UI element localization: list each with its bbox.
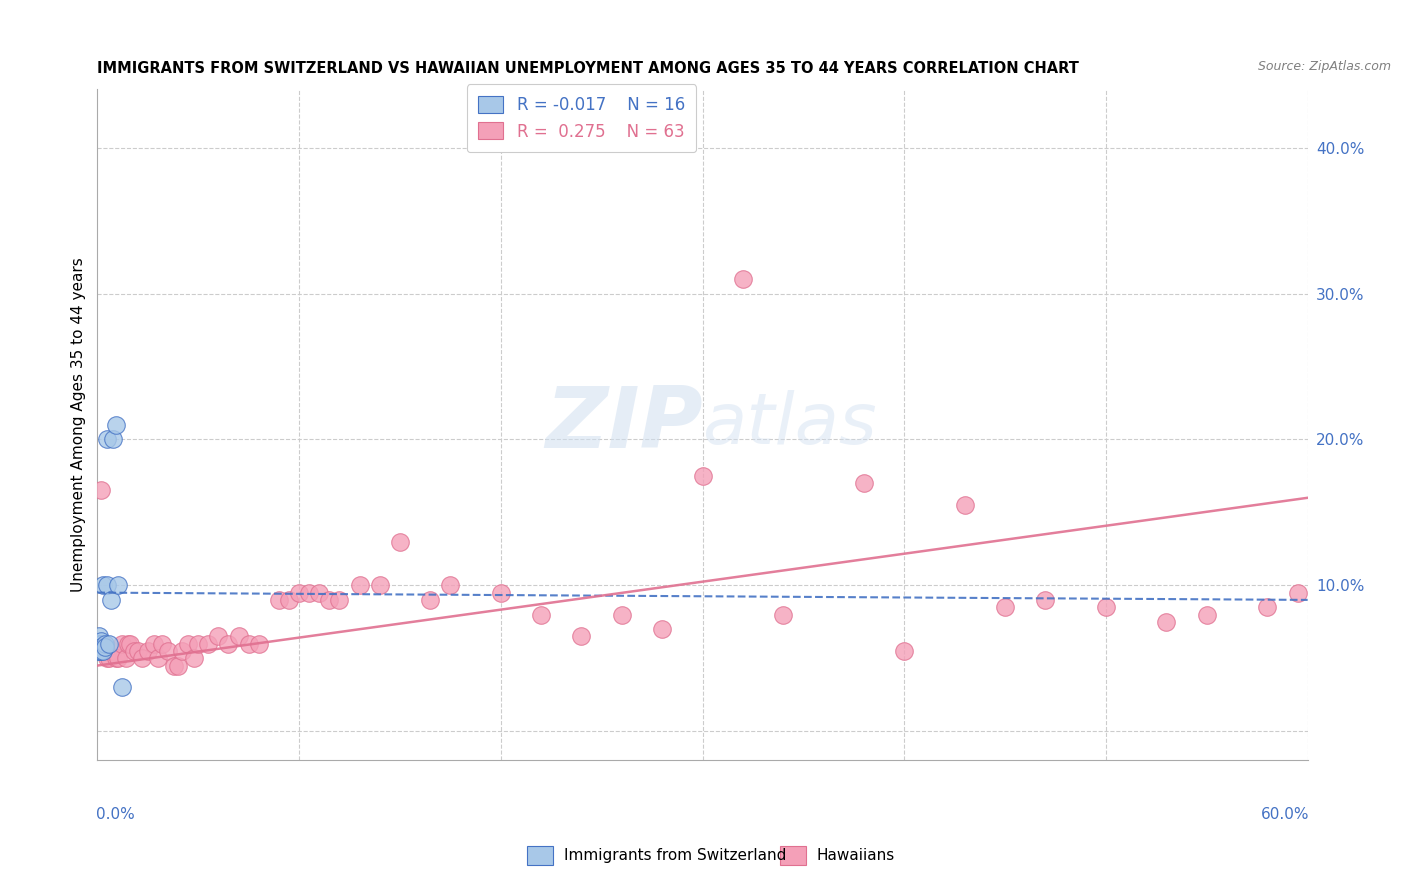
Point	[114, 651, 136, 665]
Text: IMMIGRANTS FROM SWITZERLAND VS HAWAIIAN UNEMPLOYMENT AMONG AGES 35 TO 44 YEARS C: IMMIGRANTS FROM SWITZERLAND VS HAWAIIAN …	[97, 61, 1080, 76]
Point	[731, 272, 754, 286]
Text: Immigrants from Switzerland: Immigrants from Switzerland	[564, 848, 786, 863]
Point	[953, 498, 976, 512]
Point	[692, 469, 714, 483]
Point	[90, 644, 112, 658]
Point	[651, 622, 673, 636]
Point	[90, 637, 112, 651]
Point	[89, 637, 111, 651]
Text: 0.0%: 0.0%	[96, 807, 135, 822]
Point	[893, 644, 915, 658]
Point	[89, 637, 111, 651]
Point	[298, 585, 321, 599]
Point	[288, 585, 311, 599]
Text: Source: ZipAtlas.com: Source: ZipAtlas.com	[1258, 60, 1391, 72]
Point	[89, 644, 111, 658]
Point	[104, 417, 127, 432]
Y-axis label: Unemployment Among Ages 35 to 44 years: Unemployment Among Ages 35 to 44 years	[72, 258, 86, 592]
Point	[117, 637, 139, 651]
Point	[146, 651, 169, 665]
Point	[93, 644, 115, 658]
Point	[110, 681, 132, 695]
Bar	[780, 846, 806, 865]
Point	[96, 578, 118, 592]
Point	[571, 629, 593, 643]
Point	[100, 593, 122, 607]
Text: ZIP: ZIP	[546, 384, 703, 467]
Point	[89, 644, 111, 658]
Point	[104, 651, 127, 665]
Point	[489, 585, 512, 599]
Point	[852, 476, 875, 491]
Point	[96, 433, 118, 447]
Point	[98, 637, 121, 651]
Point	[1035, 593, 1057, 607]
Point	[93, 578, 115, 592]
Point	[1256, 600, 1278, 615]
Point	[150, 637, 173, 651]
Point	[170, 644, 193, 658]
Point	[107, 651, 129, 665]
Point	[94, 640, 117, 654]
Point	[388, 534, 411, 549]
Text: 60.0%: 60.0%	[1260, 807, 1309, 822]
Point	[93, 644, 115, 658]
Point	[136, 644, 159, 658]
Point	[156, 644, 179, 658]
Point	[1156, 615, 1178, 629]
Point	[100, 644, 122, 658]
Point	[187, 637, 209, 651]
Point	[1195, 607, 1218, 622]
Point	[228, 629, 250, 643]
Point	[278, 593, 301, 607]
Point	[247, 637, 270, 651]
Point	[94, 637, 117, 651]
Point	[349, 578, 371, 592]
Point	[98, 651, 121, 665]
Point	[183, 651, 205, 665]
Point	[90, 483, 112, 498]
Point	[238, 637, 260, 651]
Point	[197, 637, 219, 651]
Point	[90, 640, 112, 654]
Point	[163, 658, 186, 673]
Text: atlas: atlas	[703, 391, 877, 459]
Point	[419, 593, 441, 607]
Point	[217, 637, 239, 651]
Point	[110, 637, 132, 651]
Point	[131, 651, 153, 665]
Point	[96, 651, 118, 665]
Point	[328, 593, 350, 607]
Point	[207, 629, 229, 643]
Point	[118, 637, 141, 651]
Point	[772, 607, 794, 622]
Point	[142, 637, 165, 651]
Point	[103, 433, 125, 447]
Legend: R = -0.017    N = 16, R =  0.275    N = 63: R = -0.017 N = 16, R = 0.275 N = 63	[467, 84, 696, 153]
Point	[89, 629, 111, 643]
Point	[439, 578, 461, 592]
Point	[530, 607, 553, 622]
Point	[308, 585, 330, 599]
Point	[318, 593, 340, 607]
Point	[1095, 600, 1118, 615]
Point	[94, 644, 117, 658]
Point	[368, 578, 391, 592]
Point	[267, 593, 290, 607]
Text: Hawaiians: Hawaiians	[817, 848, 896, 863]
Point	[994, 600, 1017, 615]
Point	[167, 658, 190, 673]
Point	[103, 644, 125, 658]
Point	[107, 578, 129, 592]
Point	[122, 644, 145, 658]
Bar	[527, 846, 553, 865]
Point	[90, 633, 112, 648]
Point	[177, 637, 200, 651]
Point	[127, 644, 149, 658]
Point	[1286, 585, 1309, 599]
Point	[610, 607, 633, 622]
